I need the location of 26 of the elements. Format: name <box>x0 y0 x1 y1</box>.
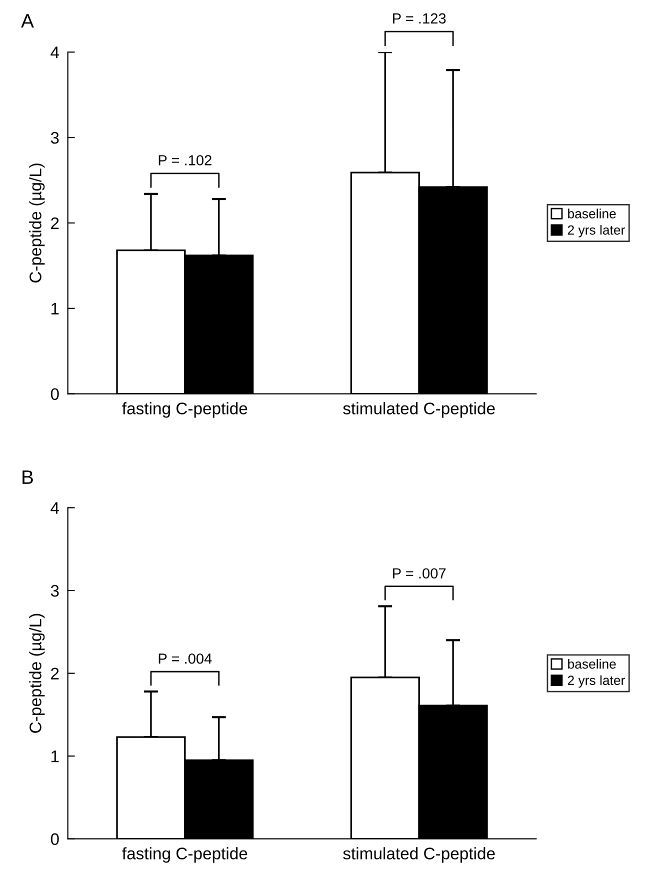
chart-title: A <box>21 14 34 28</box>
legend-label: 2 yrs later <box>568 675 625 688</box>
x-tick-label: fasting C-peptide <box>122 402 248 418</box>
legend-label: 2 yrs later <box>568 225 625 238</box>
y-tick-label: 3 <box>50 132 59 144</box>
y-tick-label: 1 <box>52 750 59 762</box>
x-tick-label: fasting C-peptide <box>122 847 248 863</box>
y-tick-label: 2 <box>51 668 59 680</box>
x-tick-label: stimulated C-peptide <box>343 847 495 863</box>
y-tick-label: 4 <box>50 46 60 58</box>
text: P = .123 <box>393 13 446 24</box>
y-axis-title: C-peptide (µg/L) <box>29 164 45 282</box>
annotation: P = .102 <box>158 155 212 166</box>
y-tick-label: 4 <box>50 502 60 514</box>
chart-title: B <box>22 470 33 484</box>
legend-label: baseline <box>568 659 616 669</box>
y-tick-label: 3 <box>50 584 59 597</box>
legend-label: baseline <box>568 208 616 218</box>
y-tick-label: 0 <box>50 833 59 846</box>
y-axis-title: C-peptide (µg/L) <box>29 614 45 733</box>
annotation: P = .007 <box>393 568 446 579</box>
y-tick-label: 2 <box>51 217 59 229</box>
y-tick-label: 1 <box>52 302 59 314</box>
x-tick-label: stimulated C-peptide <box>343 402 495 418</box>
y-tick-label: 0 <box>50 388 59 400</box>
annotation: P = .004 <box>158 653 212 664</box>
